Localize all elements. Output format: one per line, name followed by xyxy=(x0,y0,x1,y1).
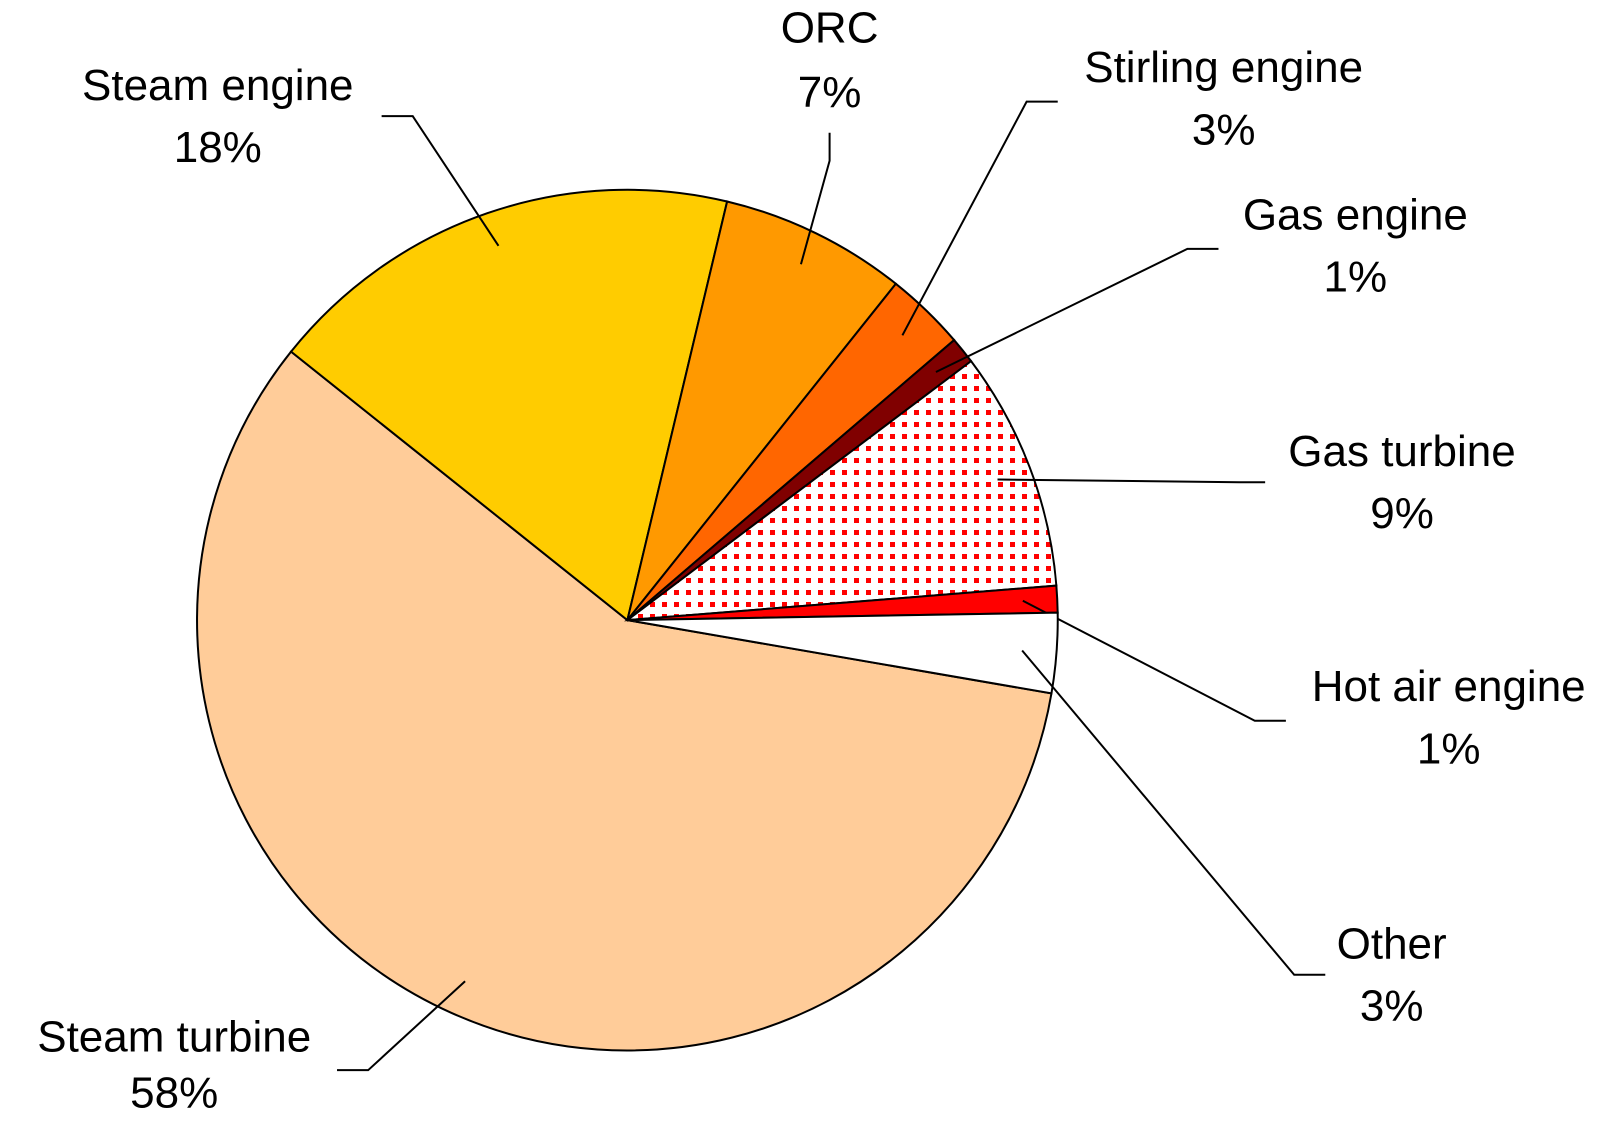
slice-value-label: 3% xyxy=(1360,982,1424,1031)
leader-line xyxy=(1022,599,1286,722)
slice-value-label: 1% xyxy=(1417,724,1481,773)
slice-label: Steam turbine xyxy=(37,1013,311,1062)
slice-label: Gas turbine xyxy=(1288,427,1515,476)
slice-value-label: 7% xyxy=(798,68,862,117)
pie-slice xyxy=(624,359,1058,622)
pie-slice xyxy=(196,350,1053,1052)
slice-label: Hot air engine xyxy=(1312,662,1586,711)
pie-slice xyxy=(626,200,898,621)
slice-label: Gas engine xyxy=(1243,190,1468,239)
slice-value-label: 9% xyxy=(1370,489,1434,538)
slice-value-label: 18% xyxy=(174,123,262,172)
slice-label: ORC xyxy=(781,4,879,53)
leader-line xyxy=(337,980,466,1072)
pie-slice xyxy=(627,611,1059,695)
slice-label: Steam engine xyxy=(82,61,354,110)
slice-label: Stirling engine xyxy=(1084,43,1363,92)
slice-value-label: 1% xyxy=(1324,253,1388,302)
leader-line xyxy=(997,478,1266,484)
leader-line xyxy=(1021,649,1326,976)
slice-value-label: 3% xyxy=(1192,105,1256,154)
leader-line xyxy=(799,132,831,265)
leader-line xyxy=(935,247,1219,373)
pie-slice xyxy=(289,188,729,622)
leader-line xyxy=(381,115,500,247)
slice-label: Other xyxy=(1337,919,1447,968)
leader-line xyxy=(901,100,1058,336)
slice-value-label: 58% xyxy=(130,1069,218,1118)
